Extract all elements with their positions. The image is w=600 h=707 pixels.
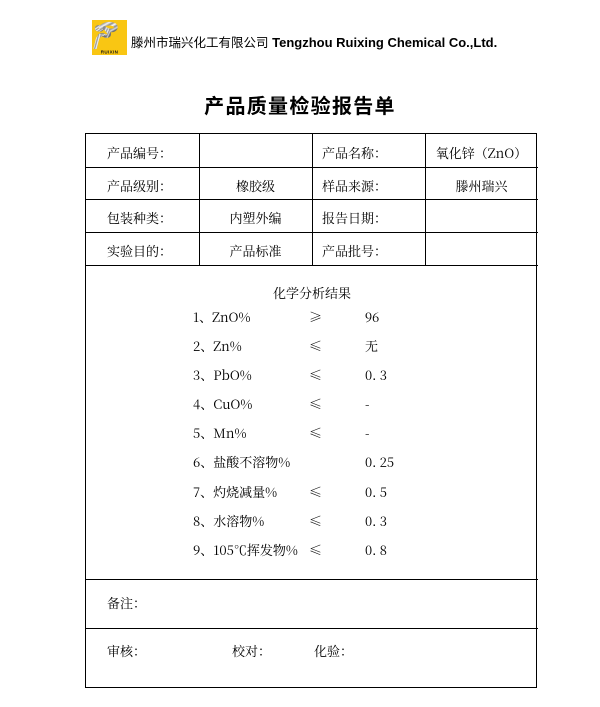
svg-text:RUIXIN: RUIXIN [101,50,118,55]
